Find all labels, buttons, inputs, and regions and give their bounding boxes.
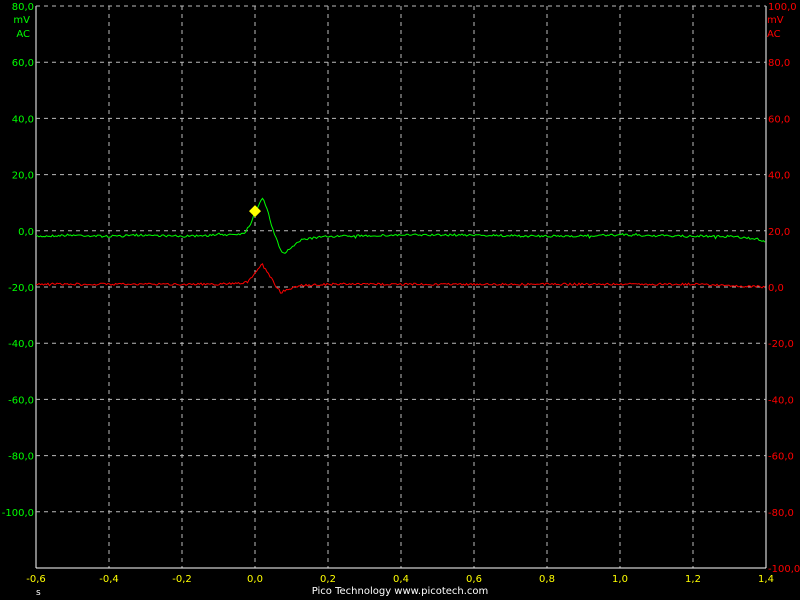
right-axis-tick-label: -20,0 bbox=[768, 339, 794, 350]
left-axis-tick-labels: 80,0 60,0 40,0 20,0 0,0 -20,0 -40,0 -60,0 -80,0 -… bbox=[2, 2, 34, 519]
left-axis-tick-label: -20,0 bbox=[8, 283, 34, 294]
x-axis-tick-label: 0,0 bbox=[247, 574, 263, 585]
trigger-marker-icon[interactable] bbox=[249, 205, 261, 218]
left-axis-unit: mV bbox=[13, 15, 30, 26]
x-axis-tick-label: 0,4 bbox=[393, 574, 409, 585]
x-axis-tick-labels: -0,6 -0,4 -0,2 0,0 0,2 0,4 0,6 0,8 1,0 1,2 1,4 bbox=[26, 574, 774, 585]
right-axis-tick-label: -100,0 bbox=[768, 564, 800, 575]
x-axis-tick-label: 0,6 bbox=[466, 574, 482, 585]
x-axis-tick-label: 1,2 bbox=[685, 574, 701, 585]
right-axis-tick-label: 60,0 bbox=[768, 114, 790, 125]
right-axis-tick-label: 0,0 bbox=[768, 283, 784, 294]
left-axis-tick-label: -40,0 bbox=[8, 339, 34, 350]
x-axis-tick-label: -0,2 bbox=[172, 574, 192, 585]
x-axis-unit-label: s bbox=[36, 588, 41, 598]
right-axis-tick-label: -80,0 bbox=[768, 508, 794, 519]
x-axis-tick-label: 1,4 bbox=[758, 574, 774, 585]
left-axis-tick-label: 40,0 bbox=[12, 114, 34, 125]
right-axis-tick-label: 100,0 bbox=[768, 2, 797, 13]
right-axis-unit: mV bbox=[767, 15, 784, 26]
left-axis-tick-label: 20,0 bbox=[12, 171, 34, 182]
left-axis-tick-label: 0,0 bbox=[18, 227, 34, 238]
x-axis-tick-label: 0,2 bbox=[320, 574, 336, 585]
right-axis-coupling: AC bbox=[767, 29, 781, 40]
left-axis-coupling: AC bbox=[16, 29, 30, 40]
chart-grid bbox=[35, 5, 767, 569]
footer-credit: Pico Technology www.picotech.com bbox=[311, 586, 489, 597]
left-axis-tick-label: -100,0 bbox=[2, 508, 34, 519]
right-axis-tick-label: -40,0 bbox=[768, 395, 794, 406]
right-axis-tick-labels: 100,0 80,0 60,0 40,0 20,0 0,0 -20,0 -40,0 -60,0 -… bbox=[768, 2, 800, 575]
left-axis-tick-label: -60,0 bbox=[8, 395, 34, 406]
right-axis-tick-label: 80,0 bbox=[768, 58, 790, 69]
x-axis-tick-label: 1,0 bbox=[612, 574, 628, 585]
x-axis-tick-label: 0,8 bbox=[539, 574, 555, 585]
left-axis-tick-label: 80,0 bbox=[12, 2, 34, 13]
left-axis-tick-label: 60,0 bbox=[12, 58, 34, 69]
right-axis-tick-label: -60,0 bbox=[768, 452, 794, 463]
x-axis-tick-label: -0,6 bbox=[26, 574, 46, 585]
channel-a-trace bbox=[35, 197, 766, 254]
right-axis-tick-label: 20,0 bbox=[768, 227, 790, 238]
x-axis-tick-label: -0,4 bbox=[99, 574, 119, 585]
right-axis-tick-label: 40,0 bbox=[768, 171, 790, 182]
channel-b-trace bbox=[35, 262, 766, 294]
signal-traces bbox=[35, 197, 766, 294]
left-axis-tick-label: -80,0 bbox=[8, 452, 34, 463]
